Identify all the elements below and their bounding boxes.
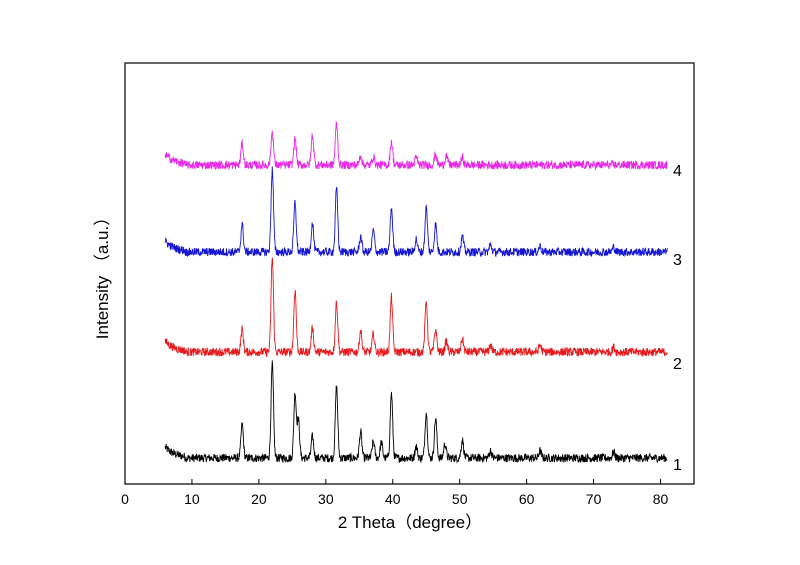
x-tick-label: 0 <box>121 491 129 507</box>
series-label-2: 2 <box>673 356 682 373</box>
series-tags: 1 2 3 4 <box>673 163 682 474</box>
x-axis-label: 2 Theta（degree） <box>338 513 482 532</box>
x-tick-label: 30 <box>318 491 334 507</box>
series-label-1: 1 <box>673 457 682 474</box>
series-label-3: 3 <box>673 252 682 269</box>
series-line-2 <box>164 257 668 358</box>
x-tick-label: 50 <box>452 491 468 507</box>
series-line-1 <box>164 360 668 464</box>
x-tick-label: 60 <box>519 491 535 507</box>
x-tick-label: 70 <box>586 491 602 507</box>
x-axis-ticks: 0 10 20 30 40 50 60 70 80 <box>121 479 669 507</box>
x-tick-label: 40 <box>385 491 401 507</box>
y-axis-label: Intensity （a.u.） <box>93 209 112 339</box>
x-tick-label: 20 <box>251 491 267 507</box>
x-tick-label: 80 <box>653 491 669 507</box>
plot-area-frame <box>124 62 695 485</box>
series-label-4: 4 <box>673 163 682 180</box>
series-line-3 <box>164 166 668 258</box>
series-line-4 <box>164 121 668 171</box>
series-layer <box>164 121 668 464</box>
x-tick-label: 10 <box>184 491 200 507</box>
